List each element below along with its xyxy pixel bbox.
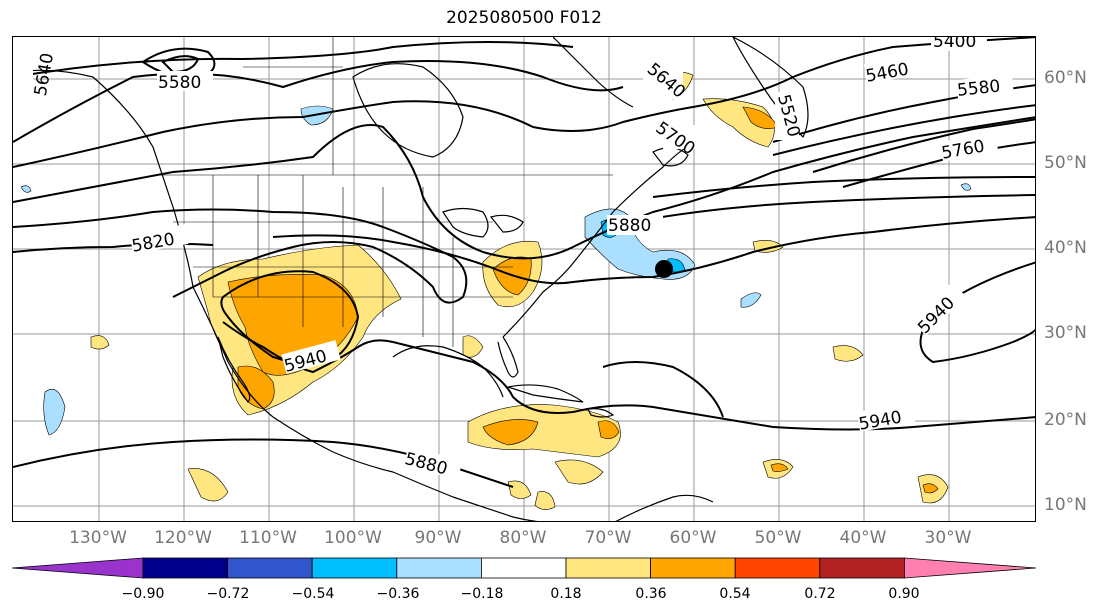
baja <box>217 336 251 403</box>
colorbar-tick-label: −0.90 <box>121 586 165 602</box>
contour-label: 5880 <box>403 449 450 480</box>
lon-label: 130°W <box>69 528 127 548</box>
colorbar-extend-high <box>904 557 1037 579</box>
colorbar-segment <box>565 557 651 579</box>
lat-label: 40°N <box>1044 238 1087 258</box>
contour-label: 5400 <box>933 37 976 52</box>
lon-label: 120°W <box>154 528 212 548</box>
colorbar-tick-label: −0.54 <box>291 586 335 602</box>
colorbar-extend-low <box>11 557 144 579</box>
lon-label: 30°W <box>924 528 972 548</box>
lat-label: 30°N <box>1044 323 1087 343</box>
greenland <box>732 37 809 139</box>
colorbar-segment <box>650 557 736 579</box>
map-title: 2025080500 F012 <box>446 8 602 28</box>
florida <box>497 336 519 378</box>
lon-label: 40°W <box>839 528 887 548</box>
east-coast <box>502 136 704 338</box>
lon-label: 50°W <box>754 528 802 548</box>
colorbar-tick-label: 0.54 <box>719 586 751 602</box>
contour-label: 5580 <box>956 76 1001 100</box>
lon-label: 90°W <box>414 528 462 548</box>
colorbar-tick-label: 0.18 <box>550 586 582 602</box>
colorbar-tick-label: −0.18 <box>460 586 504 602</box>
lat-label: 10°N <box>1044 495 1087 515</box>
lon-label: 70°W <box>584 528 632 548</box>
contour-label: 5880 <box>608 216 651 236</box>
lat-label: 50°N <box>1044 153 1087 173</box>
lon-label: 60°W <box>669 528 717 548</box>
hudson-bay <box>352 63 464 158</box>
colorbar-segment <box>311 557 398 579</box>
contour-label: 5580 <box>158 73 201 93</box>
contour-label: 5760 <box>940 136 986 163</box>
colorbar-tick-label: 0.72 <box>804 586 836 602</box>
colorbar-segment <box>480 557 567 579</box>
contour-label: 5640 <box>31 52 58 98</box>
great-lakes <box>442 207 489 238</box>
lat-label: 20°N <box>1044 410 1087 430</box>
positive-anomaly-fills <box>90 71 949 510</box>
colorbar-tick-label: −0.36 <box>376 586 420 602</box>
map-svg: 5400 5460 5580 5760 5880 5820 5940 5640 … <box>13 37 1035 521</box>
cuba <box>505 384 584 403</box>
colorbar-segment <box>396 557 482 579</box>
storm-center-marker <box>655 260 673 278</box>
lon-label: 100°W <box>324 528 382 548</box>
north-america-coast <box>13 69 538 521</box>
colorbar-segment <box>819 557 905 579</box>
colorbar-tick-label: 0.36 <box>635 586 667 602</box>
lon-label: 80°W <box>499 528 547 548</box>
lat-label: 60°N <box>1044 68 1087 88</box>
colorbar-tick-label: 0.90 <box>888 586 920 602</box>
colorbar <box>11 557 1037 579</box>
colorbar-segment <box>142 557 228 579</box>
lon-label: 110°W <box>239 528 297 548</box>
colorbar-segment <box>734 557 821 579</box>
south-america-coast <box>615 494 714 521</box>
colorbar-tick-label: −0.72 <box>206 586 250 602</box>
contour-label: 5700 <box>652 118 699 159</box>
colorbar-segment <box>227 557 313 579</box>
map-panel: 5400 5460 5580 5760 5880 5820 5940 5640 … <box>12 36 1036 522</box>
